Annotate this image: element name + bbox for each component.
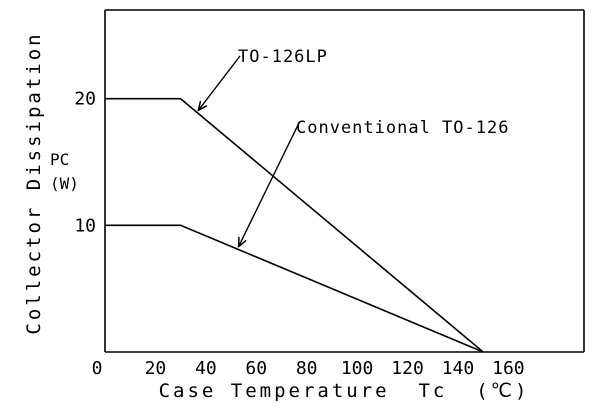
annotation-label: TO-126LP	[238, 47, 328, 67]
series-line	[105, 224, 484, 353]
annotation-label: Conventional TO-126	[296, 118, 509, 138]
y-tick-label: 20	[74, 89, 96, 110]
annotation-arrow	[239, 124, 299, 247]
y-axis-title: Collector Dissipation	[23, 31, 45, 334]
y-unit-label: (W)	[50, 174, 79, 193]
annotation-layer: TO-126LP Conventional TO-126	[198, 47, 509, 247]
x-tick-label: 100	[341, 358, 374, 379]
x-tick-label: 20	[145, 358, 167, 379]
x-tick-label: 140	[442, 358, 475, 379]
series-layer	[105, 97, 484, 353]
x-tick-label: 160	[492, 358, 525, 379]
y-tick-labels: 10 20	[74, 89, 96, 237]
annotation-arrow	[198, 55, 241, 110]
plot-frame	[104, 9, 585, 353]
x-axis-title: Case Temperature Tc (℃)	[159, 380, 530, 402]
y-tick-label: 10	[74, 215, 96, 236]
x-tick-label: 40	[195, 358, 217, 379]
x-tick-label: 0	[92, 358, 103, 379]
x-tick-label: 120	[391, 358, 424, 379]
y-unit-symbol: PC	[50, 150, 69, 169]
x-tick-label: 80	[296, 358, 318, 379]
x-tick-labels: 0 20 40 60 80 100 120 140 160	[92, 358, 525, 379]
x-tick-label: 60	[245, 358, 267, 379]
series-line	[105, 97, 484, 353]
